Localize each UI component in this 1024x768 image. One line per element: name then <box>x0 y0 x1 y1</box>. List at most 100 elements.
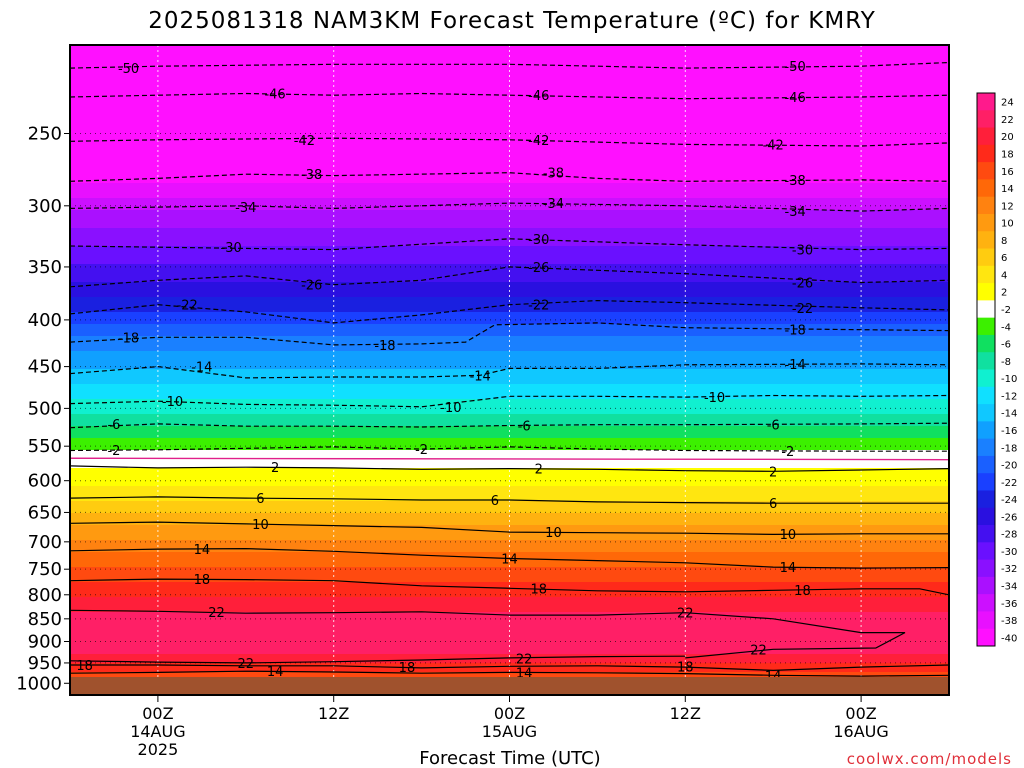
contour-label: -14 <box>470 369 491 384</box>
colorbar-label: -4 <box>1001 322 1011 333</box>
colorbar-label: 22 <box>1001 115 1014 126</box>
contour-label: 22 <box>238 657 255 672</box>
colorbar-label: 8 <box>1001 236 1007 247</box>
contour-label: -42 <box>528 134 549 149</box>
x-tick-label: 00Z <box>845 704 876 723</box>
colorbar-swatch <box>977 283 995 301</box>
x-tick-year: 2025 <box>138 740 179 759</box>
y-tick-label: 700 <box>28 532 62 553</box>
contour-label: 22 <box>677 607 694 622</box>
colorbar-swatch <box>977 127 995 146</box>
colorbar-label: 4 <box>1001 270 1007 281</box>
x-tick-label: 00Z <box>494 704 525 723</box>
colorbar-label: -18 <box>1001 443 1017 454</box>
contour-label: -30 <box>528 233 549 248</box>
colorbar-label: -10 <box>1001 374 1017 385</box>
contour-line <box>70 446 949 452</box>
contour-label: -6 <box>107 418 120 433</box>
y-tick-label: 650 <box>28 502 62 523</box>
x-tick-date: 16AUG <box>833 722 888 741</box>
colorbar-swatch <box>977 594 995 612</box>
contour-label: -42 <box>763 138 784 153</box>
contour-label: -30 <box>221 241 242 256</box>
colorbar-label: -14 <box>1001 409 1017 420</box>
contour-label: -38 <box>543 167 564 182</box>
contour-line <box>70 496 949 504</box>
colorbar-swatch <box>977 542 995 561</box>
contour-label: -50 <box>118 62 139 77</box>
contour-label: -34 <box>543 197 564 212</box>
y-tick-label: 750 <box>28 559 62 580</box>
colorbar-swatch <box>977 93 995 111</box>
contour-label: -42 <box>294 134 315 149</box>
colorbar-label: 16 <box>1001 167 1014 178</box>
contour-label: -26 <box>528 261 549 276</box>
y-tick-label: 450 <box>28 357 62 378</box>
contour-line <box>70 578 949 596</box>
contour-line <box>70 266 949 288</box>
colorbar-swatch <box>977 559 995 578</box>
colorbar-swatch <box>977 334 995 353</box>
colorbar-label: -30 <box>1001 547 1017 558</box>
colorbar-swatch <box>977 248 995 267</box>
y-tick-label: 1000 <box>16 673 62 694</box>
contour-label: -18 <box>785 324 806 339</box>
contour-line <box>70 238 949 251</box>
contour-label: 18 <box>194 573 211 588</box>
y-tick-label: 550 <box>28 436 62 457</box>
contour-label: -46 <box>785 91 806 106</box>
contour-label: -46 <box>264 87 285 102</box>
contour-label: -6 <box>518 419 531 434</box>
x-tick-label: 12Z <box>318 704 349 723</box>
contour-label: 6 <box>769 497 777 512</box>
contour-label: -46 <box>528 89 549 104</box>
contour-line <box>70 547 949 569</box>
contour-line <box>70 655 686 664</box>
contour-label: 10 <box>780 528 797 543</box>
colorbar-label: 12 <box>1001 201 1014 212</box>
contour-line <box>70 202 949 212</box>
contour-label: -2 <box>781 445 794 460</box>
colorbar-label: -12 <box>1001 391 1017 402</box>
contour-line <box>70 664 949 672</box>
x-tick-date: 14AUG <box>130 722 185 741</box>
contour-label: -38 <box>301 168 322 183</box>
y-tick-label: 300 <box>28 196 62 217</box>
colorbar-swatch <box>977 421 995 440</box>
colorbar-swatch <box>977 386 995 405</box>
contour-label: 14 <box>194 543 211 558</box>
x-tick-date: 15AUG <box>482 722 537 741</box>
contour-label: 18 <box>794 584 811 599</box>
contour-label: -10 <box>704 391 725 406</box>
colorbar-swatch <box>977 525 995 543</box>
contour-label: 22 <box>750 643 767 658</box>
colorbar-label: -16 <box>1001 426 1017 437</box>
contour-label: -50 <box>785 60 806 75</box>
colorbar-label: -2 <box>1001 305 1011 316</box>
contour-label: 18 <box>531 582 548 597</box>
contour-label: 2 <box>271 461 279 476</box>
contour-label: -14 <box>785 358 806 373</box>
contour-line <box>70 299 949 324</box>
y-tick-label: 800 <box>28 585 62 606</box>
y-tick-label: 600 <box>28 471 62 492</box>
y-tick-label: 900 <box>28 631 62 652</box>
contour-line <box>70 322 949 346</box>
contour-line <box>70 670 949 677</box>
colorbar-label: -28 <box>1001 530 1017 541</box>
colorbar-label: 24 <box>1001 98 1014 109</box>
contour-label: -34 <box>235 201 256 216</box>
colorbar-swatch <box>977 144 995 163</box>
contour-label: 10 <box>252 518 269 533</box>
colorbar-label: -38 <box>1001 616 1017 627</box>
y-tick-label: 250 <box>28 123 62 144</box>
contour-line <box>70 172 949 182</box>
contour-label: -10 <box>162 395 183 410</box>
y-tick-label: 500 <box>28 398 62 419</box>
contour-label: 22 <box>516 652 533 667</box>
y-tick-label: 350 <box>28 257 62 278</box>
colorbar-label: 2 <box>1001 288 1007 299</box>
x-tick-label: 00Z <box>142 704 173 723</box>
